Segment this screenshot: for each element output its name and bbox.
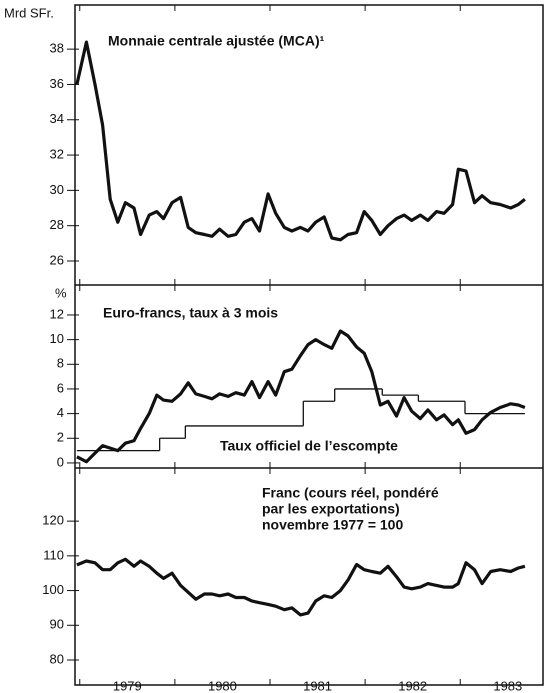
panel-title: par les exportations)	[262, 501, 400, 517]
x-tick-label: 1979	[113, 678, 142, 693]
series-line	[76, 329, 526, 464]
y-tick-label: 28	[50, 217, 64, 232]
x-tick-label: 1980	[208, 678, 237, 693]
y-tick-label: 2	[57, 430, 64, 445]
panel-title: Monnaie centrale ajustée (MCA)¹	[108, 33, 325, 49]
panel-title: novembre 1977 = 100	[262, 517, 403, 533]
y-tick-label: 80	[50, 651, 64, 666]
x-tick-label: 1983	[493, 678, 522, 693]
y-tick-label: 38	[50, 41, 64, 56]
panel-title: Euro-francs, taux à 3 mois	[103, 305, 278, 321]
y-tick-label: 90	[50, 617, 64, 632]
y-tick-label: 32	[50, 147, 64, 162]
series-line	[76, 557, 526, 617]
series-line	[75, 40, 526, 242]
y-tick-label: 100	[42, 582, 64, 597]
y-axis-label: Mrd SFr.	[4, 5, 54, 20]
frame	[74, 4, 544, 686]
y-tick-label: 120	[42, 513, 64, 528]
y-tick-label: 110	[43, 547, 64, 562]
y-tick-label: 34	[50, 111, 64, 126]
series-label: Taux officiel de l’escompte	[220, 438, 398, 454]
y-tick-label: 0	[57, 454, 64, 469]
y-tick-label: 4	[57, 405, 64, 420]
y-tick-label: 12	[50, 306, 64, 321]
y-axis-label: %	[55, 285, 67, 300]
panel-title: Franc (cours réel, pondéré	[262, 485, 439, 501]
x-tick-label: 1981	[303, 678, 332, 693]
y-tick-label: 10	[50, 331, 64, 346]
y-tick-label: 30	[50, 182, 64, 197]
y-tick-label: 8	[57, 356, 64, 371]
y-tick-label: 36	[50, 76, 64, 91]
x-tick-label: 1982	[398, 678, 427, 693]
y-tick-label: 26	[50, 252, 64, 267]
y-tick-label: 6	[57, 380, 64, 395]
